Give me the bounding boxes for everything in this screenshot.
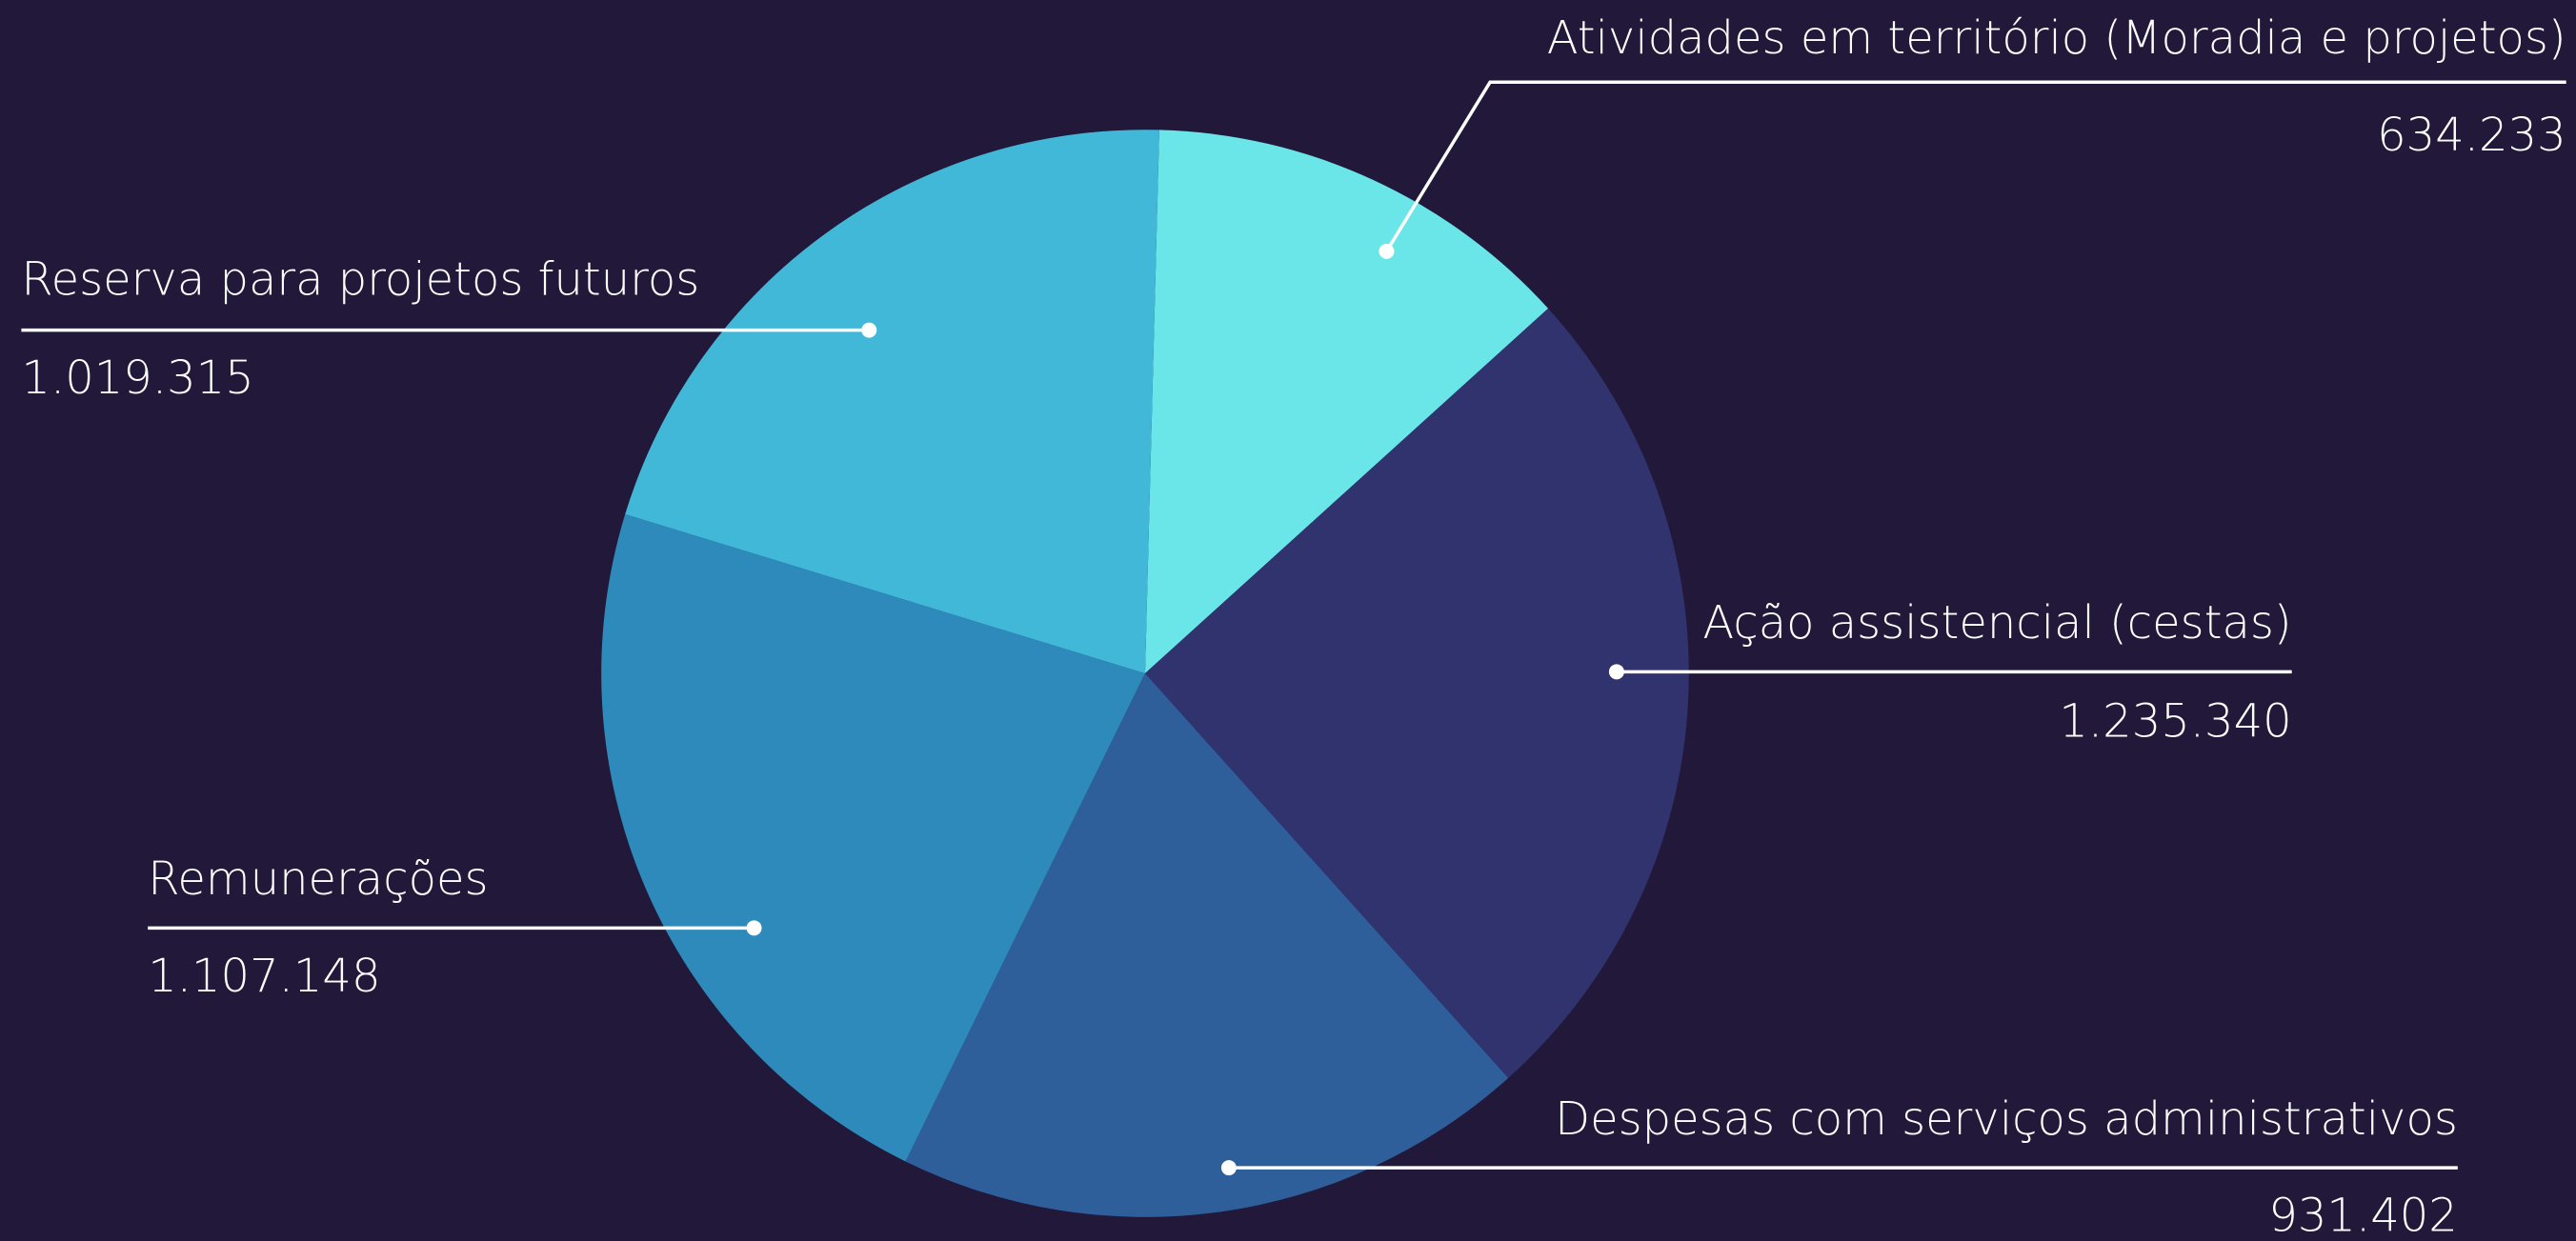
slice-label: Reserva para projetos futuros <box>21 253 699 307</box>
slice-label: Ação assistencial (cestas) <box>1702 596 2291 650</box>
leader-line <box>1384 80 2566 252</box>
leader-dot <box>861 322 877 338</box>
slice-value: 634.233 <box>2377 109 2566 162</box>
slice-value: 1.107.148 <box>148 950 380 1003</box>
leader-dot <box>1220 1160 1237 1176</box>
leader-dot <box>1379 243 1395 259</box>
slice-label: Despesas com serviços administrativos <box>1555 1092 2458 1146</box>
slice-label: Atividades em território (Moradia e proj… <box>1547 11 2566 65</box>
leader-dot <box>746 920 762 936</box>
slice-value: 931.402 <box>2268 1190 2458 1241</box>
pie-slice <box>625 130 1159 674</box>
leader-dot <box>1608 664 1624 680</box>
pie-slice <box>1144 130 1549 674</box>
pie-slice <box>1144 308 1689 1078</box>
slice-value: 1.019.315 <box>21 351 253 405</box>
pie-slice <box>601 513 1145 1162</box>
slice-label: Remunerações <box>148 852 488 906</box>
slice-value: 1.235.340 <box>2059 695 2291 749</box>
pie-slice <box>905 673 1509 1217</box>
